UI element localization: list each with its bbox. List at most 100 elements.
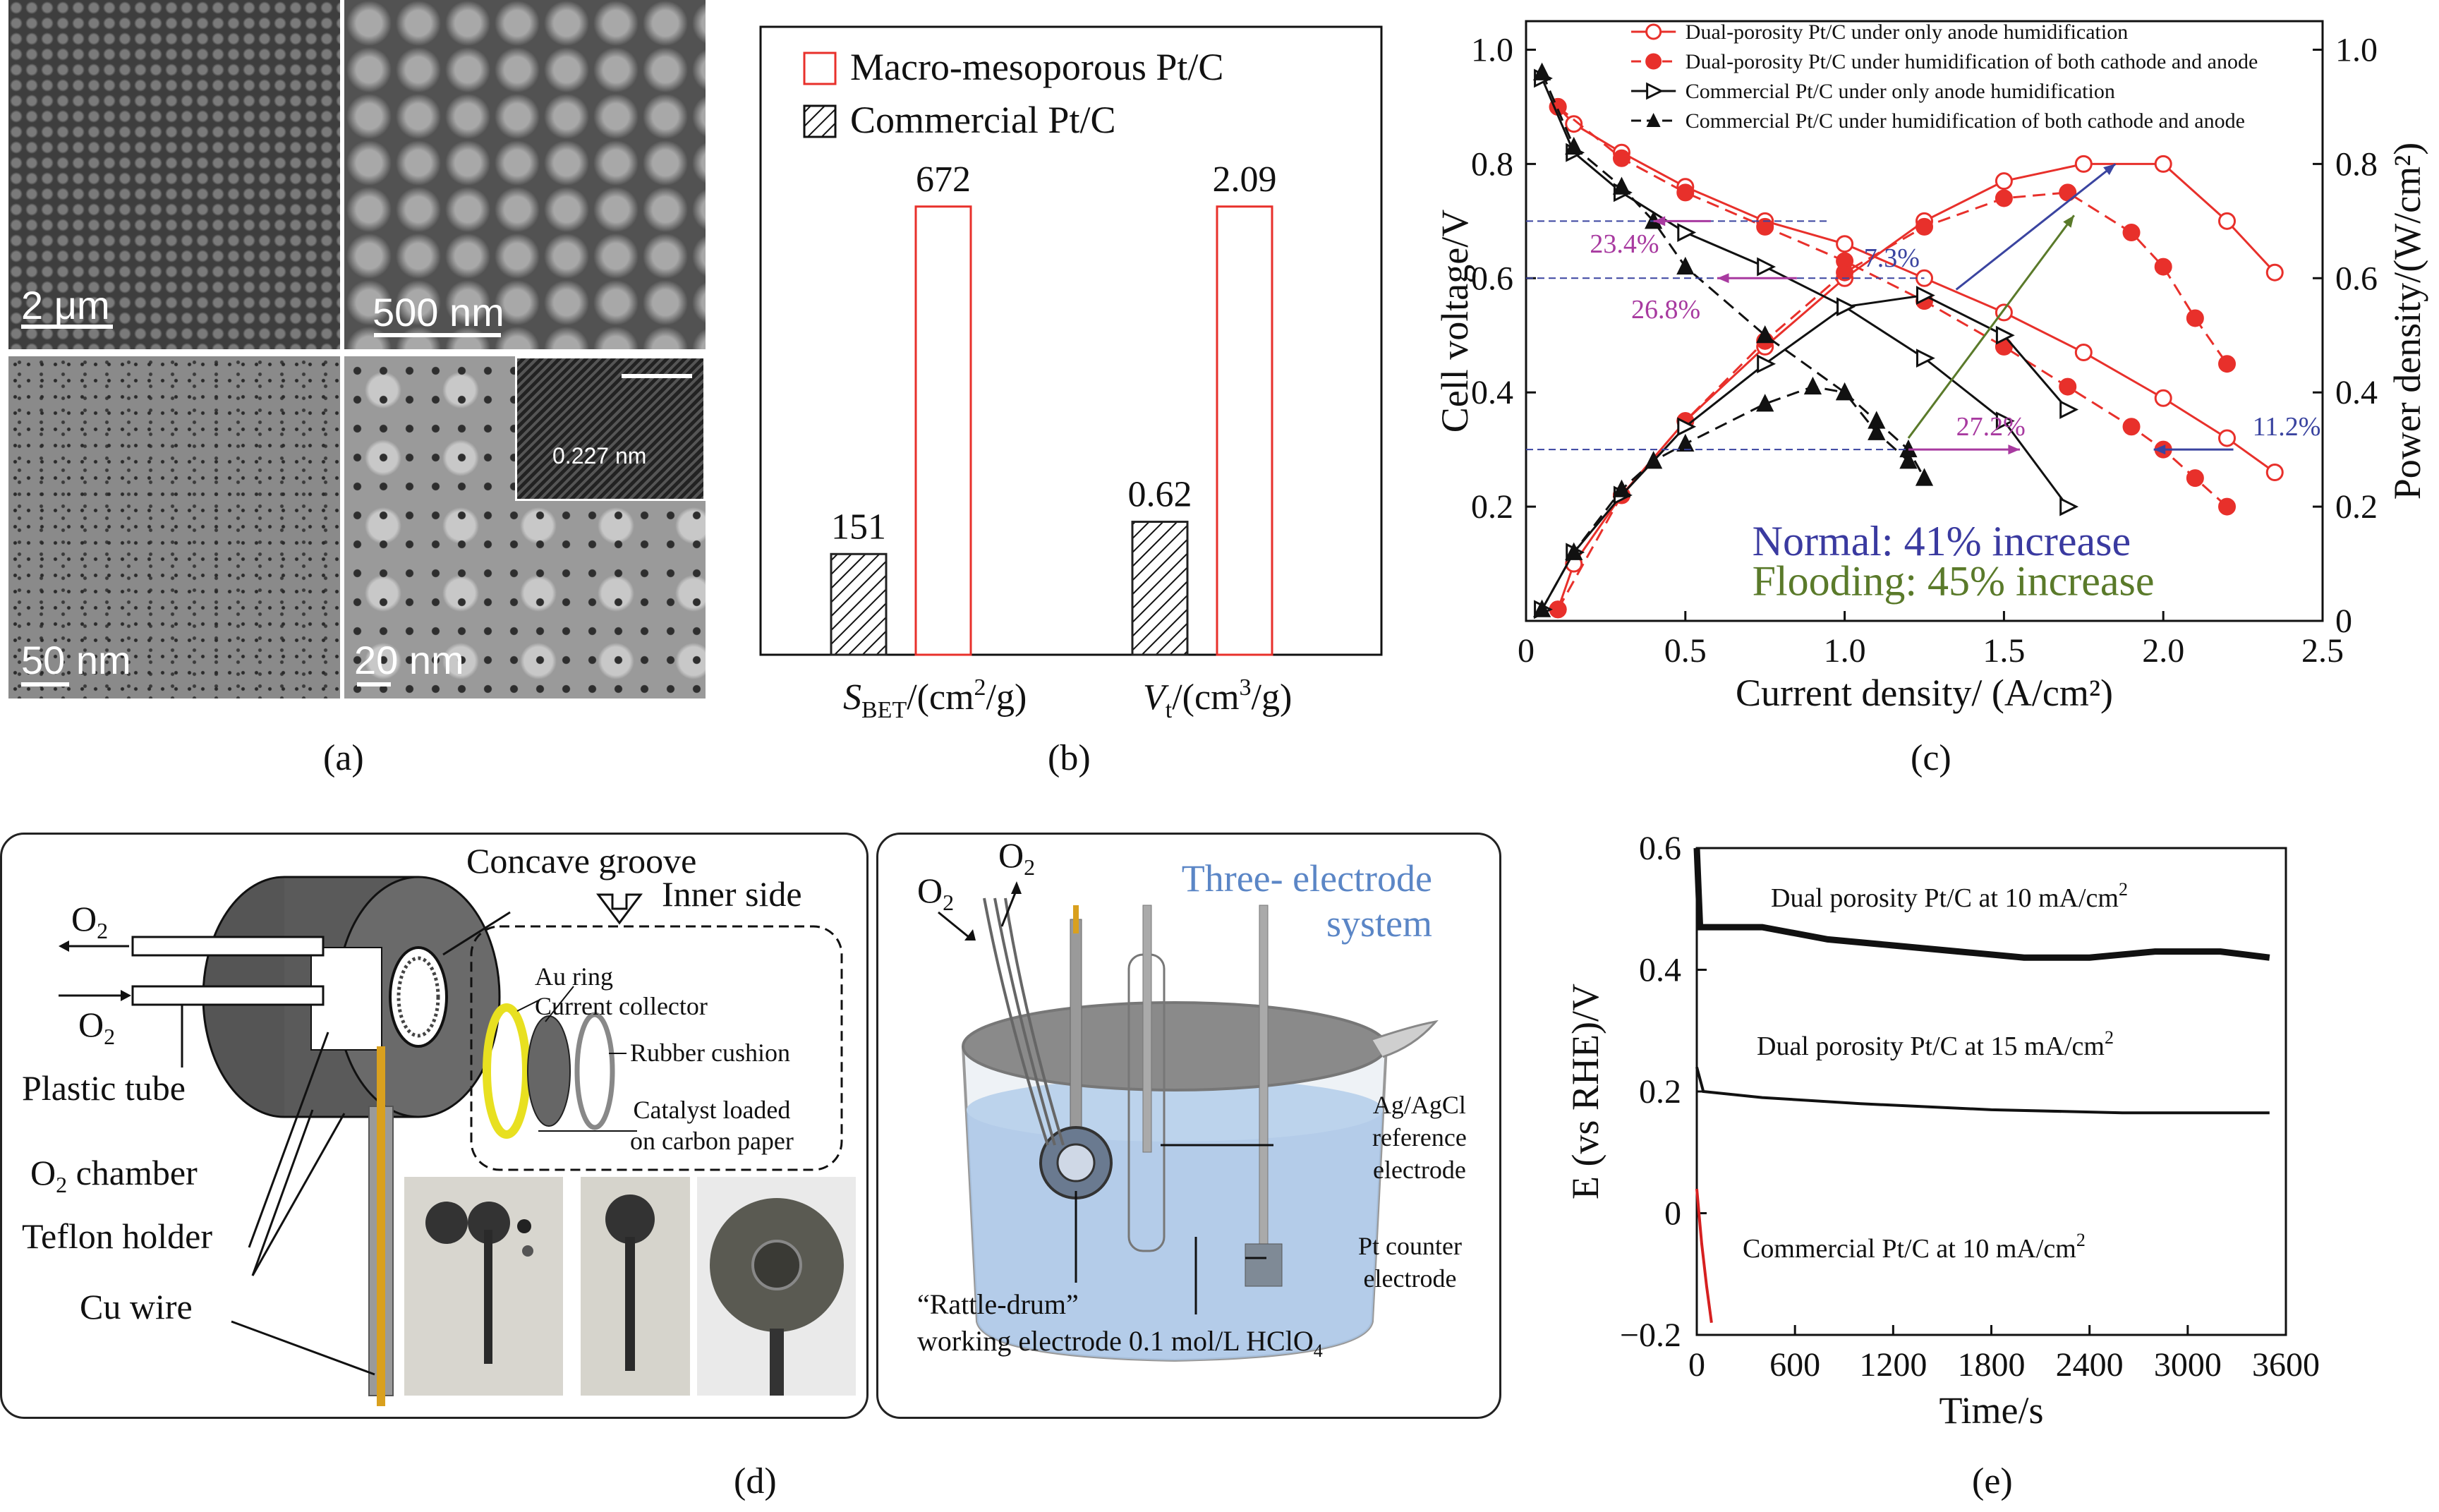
y-tick-label-left: 1.0 (1471, 31, 1513, 68)
arrowhead-icon (1717, 273, 1729, 284)
series-label-main: Dual porosity Pt/C at 15 mA/cm (1757, 1032, 2105, 1061)
legend-marker (1645, 23, 1662, 40)
rubber-cushion-icon (574, 1012, 615, 1130)
bar-commercial-0 (830, 552, 888, 656)
y-tick-label-right: 0.4 (2335, 374, 2378, 411)
plot-frame (1525, 20, 2324, 622)
panel-a: 2 μm 500 nm 50 nm 0.227 nm 20 nm (8, 0, 706, 698)
y-tick-label: 0.4 (1639, 952, 1681, 989)
label-catalyst: Catalyst loaded on carbon paper (630, 1096, 794, 1155)
label-teflon-holder: Teflon holder (22, 1216, 213, 1256)
annotation-label: 26.8% (1631, 295, 1700, 325)
scale-bar (21, 325, 113, 329)
chart-c-layer: 0 0.5 1.0 1.5 2.0 2.5 0.2 0.4 0.6 0.8 1.0 0 0.2 0.4 0.… (1434, 20, 2428, 714)
bar-value-label: 672 (916, 159, 971, 200)
legend-swatch-outline (803, 52, 837, 85)
annotation-label: Normal: 41% increase (1753, 518, 2131, 564)
y-axis-label-left: Cell voltage/V (1434, 210, 1476, 433)
series-label-main: Commercial Pt/C at 10 mA/cm (1743, 1234, 2076, 1264)
legend-label: Dual-porosity Pt/C under only anode humi… (1685, 20, 2128, 44)
series-line-2 (1695, 1188, 1713, 1324)
x-axis-label: Time/s (1939, 1389, 2043, 1432)
diagram-three-electrode-box: Three- electrode system O2 O2 Ag/AgCl refe… (876, 833, 1501, 1419)
o2-in-arrow-icon (964, 929, 976, 941)
data-point (1676, 433, 1695, 452)
arrowhead-icon (2008, 444, 2020, 455)
series-label-sup: 2 (2119, 879, 2128, 900)
label-current-collector: Current collector (535, 992, 708, 1020)
data-point (1756, 394, 1774, 412)
inner-side-arrow-icon (596, 893, 643, 925)
x-tick-label: 1200 (1859, 1346, 1927, 1384)
beaker-drawing (938, 881, 1439, 1362)
data-point (1676, 183, 1695, 202)
scale-label-2um: 2 μm (21, 283, 110, 327)
data-point (1995, 172, 2013, 190)
data-point (1868, 411, 1886, 429)
annotation-arrow (1955, 163, 2117, 291)
arrowhead-icon (2153, 444, 2166, 455)
y-tick-label: 0.2 (1639, 1073, 1681, 1111)
lattice-spacing-label: 0.227 nm (552, 443, 647, 468)
data-point (1677, 223, 1697, 242)
panel-label-b: (b) (1048, 738, 1091, 778)
data-point (1803, 376, 1822, 395)
plastic-tube-bottom (131, 985, 325, 1006)
data-point (1995, 411, 2015, 431)
data-point (2218, 355, 2237, 373)
arrowhead-icon (2063, 215, 2074, 228)
data-point (2074, 344, 2093, 362)
data-point (1836, 235, 1854, 253)
legend-label: Commercial Pt/C (850, 99, 1115, 141)
label-o2-left: O2 (917, 871, 955, 915)
data-point (1916, 349, 1935, 368)
data-point (1612, 479, 1631, 497)
y-tick-label-left: 0.2 (1471, 488, 1513, 526)
x-tick-label: 0.5 (1664, 632, 1707, 670)
legend-marker (1646, 82, 1664, 100)
detail-box (470, 925, 843, 1171)
chart-c: 0 0.5 1.0 1.5 2.0 2.5 0.2 0.4 0.6 0.8 1.0 0 0.2 0.4 0.… (1434, 20, 2428, 714)
x-axis-label: Current density/ (A/cm²) (1736, 672, 2113, 714)
x-tick-label: 3600 (2252, 1346, 2320, 1384)
label-o2-chamber: O2 chamber (30, 1153, 198, 1197)
chart-e-layer: 0 600 1200 1800 2400 3000 3600−0.200.20.40.6Ti… (1564, 830, 2320, 1432)
category-label-vt: Vt/(cm3/g) (1143, 675, 1292, 723)
data-point (1676, 256, 1695, 275)
y-tick-label: 0.6 (1639, 830, 1681, 867)
data-point (1916, 217, 1933, 236)
data-point (1757, 257, 1777, 277)
label-pt-counter: Pt counter electrode (1358, 1232, 1462, 1293)
series-label-sup: 2 (2105, 1027, 2114, 1048)
data-point (1836, 297, 1856, 317)
y-tick-label-right: 1.0 (2335, 31, 2378, 68)
data-point (1995, 189, 2013, 207)
y-tick-label-right: 0.2 (2335, 488, 2378, 526)
annotation-label: 27.2% (1956, 412, 2026, 442)
bar-commercial-1 (1131, 521, 1189, 656)
scale-bar (374, 333, 501, 337)
series-label: Dual porosity Pt/C at 15 mA/cm2 (1757, 1027, 2114, 1061)
y-tick-label-right: 0.6 (2335, 260, 2378, 297)
holder-drawing (59, 876, 856, 1406)
panel-label-e: (e) (1972, 1461, 2013, 1501)
arrowhead-icon (1653, 216, 1666, 226)
carbon-paper-icon (527, 1015, 571, 1127)
y-tick-label-right: 0 (2335, 603, 2352, 640)
scale-bar (357, 682, 391, 687)
label-three-electrode: Three- electrode system (1181, 857, 1432, 945)
x-tick-label: 0 (1688, 1346, 1705, 1384)
x-tick-label: 0 (1518, 632, 1535, 670)
chart-b: Macro-mesoporous Pt/C Commercial Pt/C 15… (759, 25, 1383, 723)
data-point (2186, 309, 2204, 327)
cu-wire (377, 1046, 385, 1406)
data-point (1612, 149, 1630, 167)
legend-marker (1646, 113, 1661, 127)
series-label-sup: 2 (2076, 1230, 2086, 1250)
data-point (1532, 599, 1551, 617)
series-line-polarization-1 (1557, 106, 2228, 508)
o2-out-arrow-icon (1011, 881, 1022, 894)
panel-label-c: (c) (1911, 738, 1951, 778)
data-point (2059, 377, 2077, 396)
au-ring-icon (483, 1003, 531, 1139)
